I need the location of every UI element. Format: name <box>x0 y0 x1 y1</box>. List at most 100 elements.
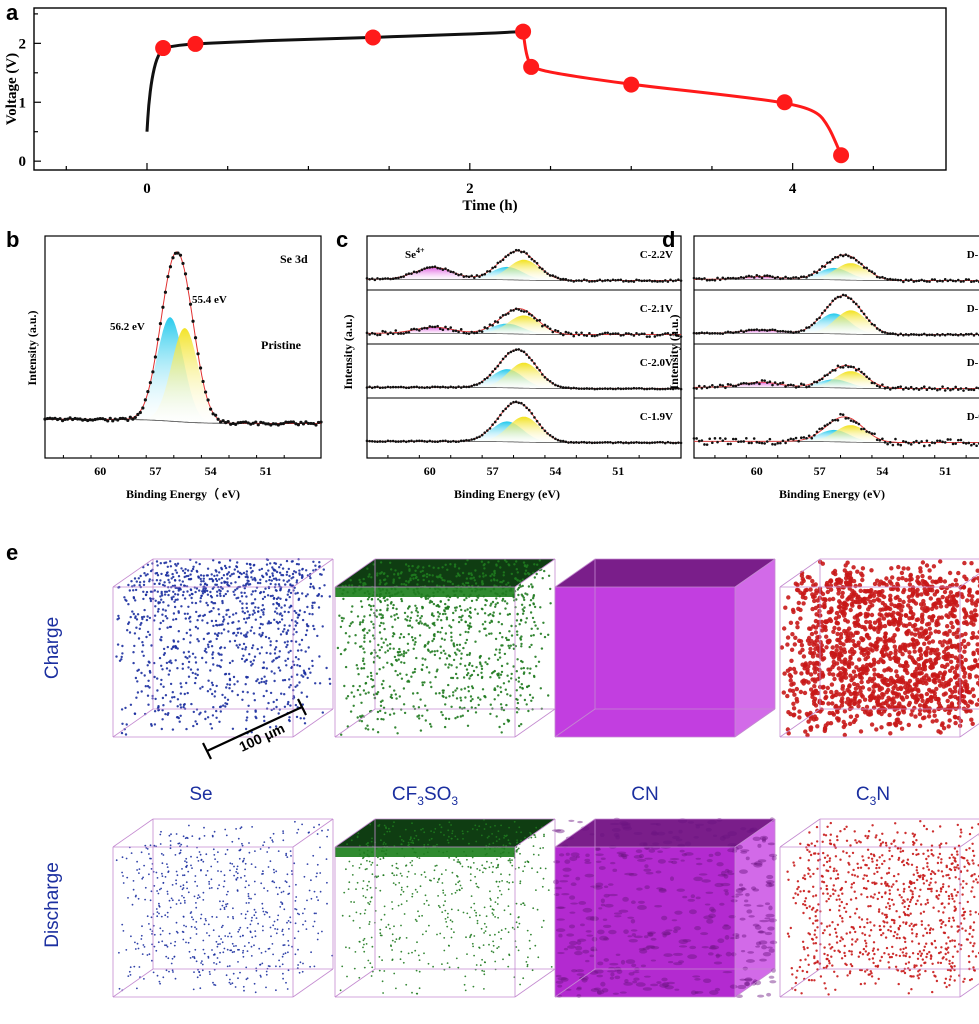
particle <box>424 622 427 625</box>
particle <box>360 587 363 590</box>
data-point <box>674 333 678 337</box>
particle <box>198 562 201 566</box>
particle <box>953 720 958 726</box>
particle <box>853 694 858 699</box>
data-point <box>962 280 965 283</box>
particle <box>174 617 178 621</box>
data-point <box>826 261 829 265</box>
data-point <box>669 441 672 445</box>
particle <box>410 636 414 639</box>
particle <box>298 609 302 612</box>
data-point <box>368 333 371 336</box>
particle <box>312 624 315 628</box>
particle <box>203 649 207 653</box>
particle <box>218 561 221 564</box>
data-point <box>745 382 748 385</box>
particle <box>498 676 501 679</box>
particle <box>432 614 435 618</box>
particle <box>356 615 360 618</box>
particle <box>915 587 920 593</box>
data-point <box>577 279 581 282</box>
data-point <box>708 385 711 389</box>
particle <box>870 603 875 608</box>
particle <box>269 640 272 643</box>
particle <box>303 671 306 674</box>
particle <box>965 685 970 690</box>
particle <box>477 703 480 707</box>
data-point <box>860 309 863 313</box>
particle <box>247 704 250 707</box>
data-point <box>938 439 942 443</box>
particle <box>160 598 163 601</box>
particle <box>440 626 444 630</box>
particle <box>309 582 313 586</box>
data-point <box>373 278 377 282</box>
particle <box>474 590 477 593</box>
data-point <box>548 327 552 331</box>
particle <box>440 651 443 654</box>
particle <box>808 660 813 666</box>
particle <box>904 694 910 700</box>
particle <box>468 663 471 667</box>
data-point <box>611 332 615 335</box>
particle <box>400 653 403 656</box>
chart-d-xtick-label: 51 <box>939 464 951 478</box>
data-point <box>943 278 947 281</box>
data-point <box>640 279 644 283</box>
particle <box>162 704 165 707</box>
data-point <box>428 439 432 443</box>
data-point <box>883 386 887 390</box>
data-point <box>525 353 528 356</box>
particle <box>466 559 469 562</box>
data-point <box>857 422 861 426</box>
data-point <box>76 417 80 421</box>
particle <box>259 581 262 585</box>
particle <box>189 588 193 592</box>
spectrum-label: C-2.2V <box>640 249 673 261</box>
particle <box>851 599 856 604</box>
particle <box>188 594 191 597</box>
particle <box>242 584 245 587</box>
particle <box>815 635 820 640</box>
data-point <box>582 333 586 337</box>
particle <box>530 634 533 637</box>
data-point <box>643 332 646 336</box>
particle <box>323 584 326 587</box>
data-point <box>606 441 610 444</box>
particle <box>389 561 392 564</box>
particle <box>272 700 275 704</box>
particle <box>358 588 361 591</box>
particle <box>351 605 354 608</box>
particle <box>435 575 439 578</box>
particle <box>464 620 467 624</box>
data-point <box>391 385 395 389</box>
data-point <box>794 386 798 389</box>
data-point <box>436 266 439 270</box>
data-point <box>514 248 518 252</box>
particle <box>223 564 227 568</box>
particle <box>135 696 138 699</box>
particle <box>208 577 211 581</box>
particle <box>311 659 314 663</box>
particle <box>352 684 355 688</box>
particle <box>366 567 369 570</box>
particle <box>202 577 205 580</box>
particle <box>962 649 967 654</box>
data-point <box>399 385 403 389</box>
particle <box>248 653 251 656</box>
particle <box>183 575 186 579</box>
data-point <box>575 331 578 334</box>
particle <box>452 643 455 646</box>
particle <box>357 673 360 676</box>
data-point <box>556 384 560 388</box>
particle <box>241 610 244 613</box>
particle <box>366 598 370 601</box>
data-point <box>970 443 973 447</box>
data-point <box>784 275 787 279</box>
data-point <box>176 251 180 255</box>
particle <box>956 570 961 576</box>
particle <box>864 704 870 710</box>
data-point <box>376 385 379 389</box>
particle <box>868 625 873 630</box>
particle <box>260 646 263 649</box>
